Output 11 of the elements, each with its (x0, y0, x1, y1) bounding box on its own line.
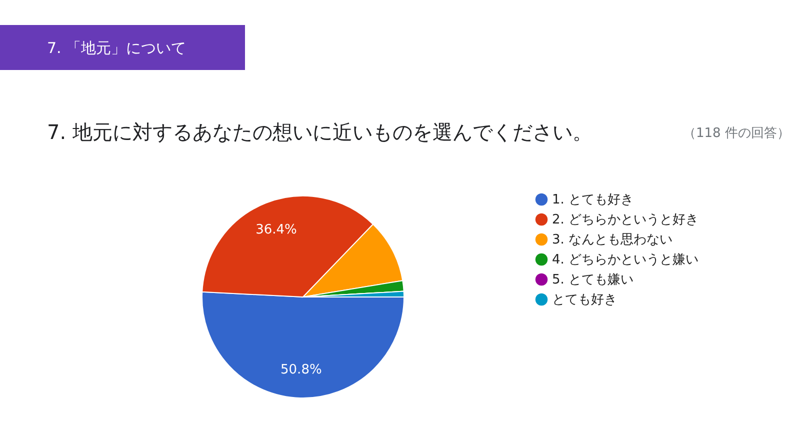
legend-label: 4. どちらかというと嫌い (552, 252, 699, 268)
legend-label: 3. なんとも思わない (552, 232, 673, 248)
legend-label: 5. とても嫌い (552, 272, 634, 288)
chart-title: 7. 地元に対するあなたの想いに近いものを選んでください。 (47, 120, 592, 144)
text: 7. 「地元」について (47, 39, 186, 57)
data-label: 36.4% (256, 222, 297, 238)
legend-label: 1. とても好き (552, 192, 634, 208)
text: （118 件の回答） (683, 126, 790, 141)
legend-label: とても好き (552, 292, 617, 308)
data-label: 50.8% (280, 362, 322, 378)
legend-label: 2. どちらかというと好き (552, 212, 699, 228)
